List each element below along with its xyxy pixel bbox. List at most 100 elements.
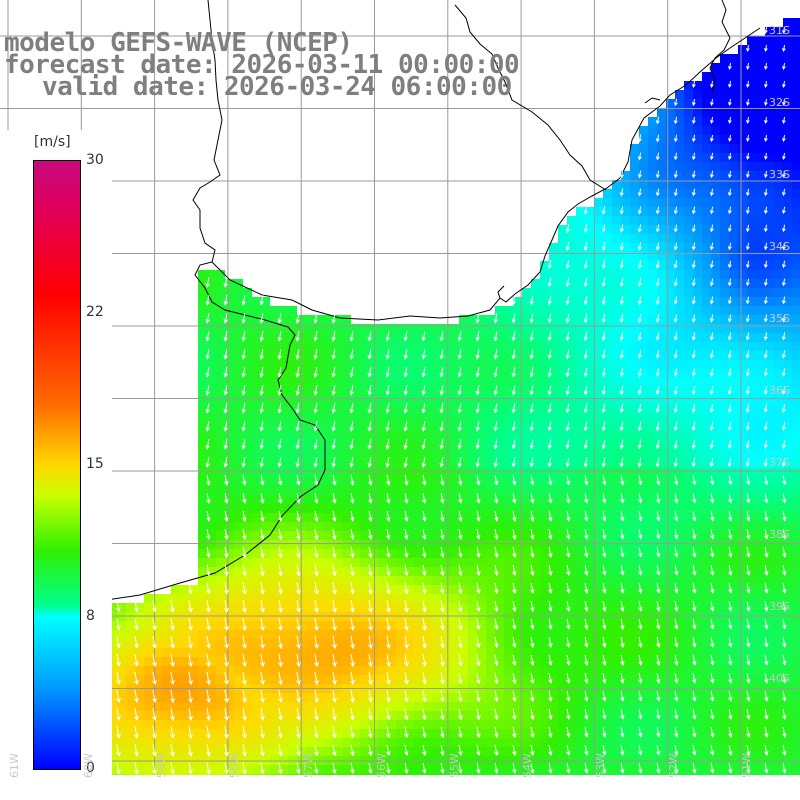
wind-arrow (206, 689, 211, 704)
wind-arrow (655, 439, 660, 450)
wind-arrow (746, 619, 751, 630)
wind-arrow (637, 350, 642, 359)
wind-arrow (494, 618, 499, 631)
wind-arrow (583, 295, 588, 306)
wind-arrow (188, 671, 193, 686)
wind-arrow (746, 655, 751, 666)
wind-arrow (601, 224, 606, 233)
wind-arrow (619, 241, 624, 251)
wind-arrow (241, 439, 246, 450)
wind-arrow (386, 672, 391, 685)
wind-arrow (439, 349, 444, 360)
wind-arrow (242, 582, 247, 595)
wind-arrow (565, 349, 570, 360)
wind-arrow (439, 331, 444, 342)
lon-label-61w: 61W (8, 753, 21, 778)
lon-label-51w: 51W (740, 753, 753, 778)
wind-arrow (421, 457, 426, 468)
wind-arrow (313, 403, 318, 414)
wind-arrow (728, 80, 732, 88)
wind-arrow (134, 636, 139, 649)
wind-arrow (619, 224, 624, 233)
wind-arrow (242, 744, 247, 757)
wind-arrow (422, 690, 427, 703)
wind-arrow (602, 547, 607, 558)
wind-arrow (458, 582, 463, 595)
wind-arrow (476, 493, 481, 504)
wind-arrow (583, 205, 588, 215)
wind-arrow (530, 529, 535, 540)
lon-label-59w: 59W (155, 753, 168, 778)
wind-arrow (206, 635, 211, 650)
wind-arrow (674, 691, 679, 702)
wind-arrow (512, 690, 517, 703)
wind-arrow (566, 475, 571, 486)
wind-arrow (583, 439, 588, 450)
wind-arrow (764, 116, 768, 124)
wind-arrow (368, 671, 373, 685)
wind-arrow (584, 709, 589, 720)
wind-arrow (206, 564, 211, 577)
wind-arrow (440, 744, 445, 756)
wind-arrow (385, 331, 390, 342)
wind-arrow (206, 762, 211, 775)
wind-arrow (655, 332, 660, 341)
wind-arrow (746, 44, 750, 52)
wind-arrow (583, 241, 588, 252)
wind-arrow (638, 618, 643, 630)
wind-arrow (440, 672, 445, 685)
wind-arrow (476, 511, 481, 522)
wind-arrow (692, 763, 697, 774)
wind-arrow (314, 689, 319, 703)
wind-arrow (241, 403, 246, 414)
wind-arrow (367, 421, 372, 432)
wind-arrow (619, 403, 624, 414)
wind-arrow (602, 493, 607, 504)
wind-arrow (673, 224, 678, 233)
wind-arrow (637, 188, 642, 197)
wind-arrow (170, 726, 175, 739)
wind-arrow (494, 726, 499, 739)
wind-arrow (439, 367, 444, 378)
wind-arrow (494, 744, 499, 757)
wind-arrow (440, 618, 445, 631)
wind-arrow (296, 708, 301, 721)
wind-arrow (710, 475, 715, 486)
wind-arrow (583, 385, 588, 396)
wind-arrow (727, 224, 732, 233)
wind-arrow (691, 385, 696, 396)
wind-arrow (728, 116, 732, 124)
wind-arrow (242, 617, 247, 631)
wind-arrow (476, 564, 481, 577)
wind-arrow (673, 421, 678, 432)
wind-arrow (421, 349, 426, 360)
wind-arrow (656, 691, 661, 702)
wind-arrow (422, 618, 427, 631)
wind-arrow (602, 709, 607, 720)
wind-arrow (512, 708, 517, 721)
wind-arrow (655, 116, 660, 125)
wind-arrow (296, 671, 301, 686)
wind-arrow (583, 403, 588, 414)
wind-arrow (188, 707, 193, 722)
wind-arrow (259, 313, 264, 324)
wind-arrow (260, 493, 265, 504)
wind-arrow (188, 582, 193, 595)
wind-arrow (332, 708, 337, 721)
wind-arrow (584, 529, 589, 540)
wind-arrow (457, 439, 462, 450)
wind-arrow (224, 617, 229, 631)
wind-arrow (404, 600, 409, 613)
wind-arrow (529, 403, 534, 414)
wind-arrow (764, 583, 769, 594)
wind-arrow (673, 116, 678, 125)
wind-arrow (710, 727, 715, 738)
wind-arrow (349, 403, 354, 414)
wind-arrow (638, 493, 643, 504)
wind-arrow (296, 582, 301, 595)
wind-arrow (458, 763, 463, 774)
wind-arrow (638, 583, 643, 594)
colorbar-tick-22: 22 (86, 304, 104, 320)
wind-arrow (673, 314, 678, 323)
wind-arrow (673, 457, 678, 468)
